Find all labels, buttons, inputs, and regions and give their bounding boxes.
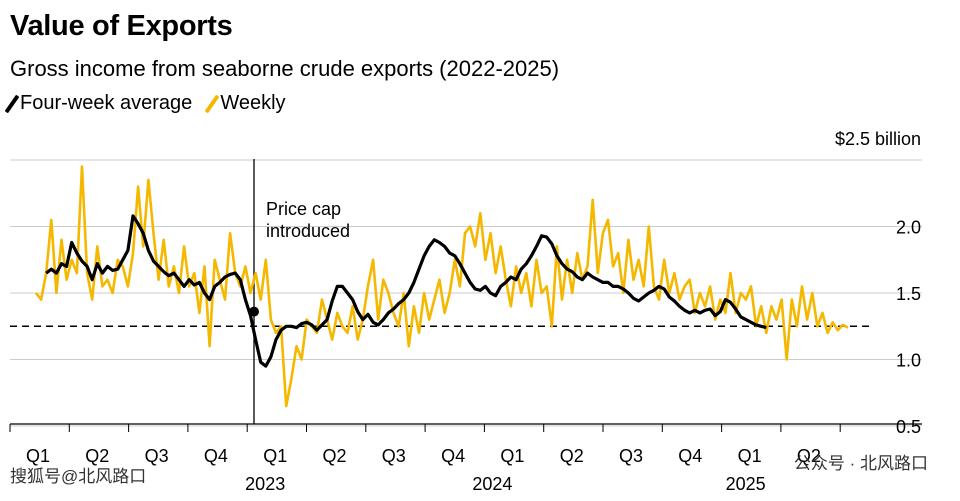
x-tick-label: Q1 <box>263 446 287 466</box>
x-tick-label: Q4 <box>441 446 465 466</box>
legend-item-average: Four-week average <box>4 92 193 115</box>
legend-label-average: Four-week average <box>20 92 193 114</box>
y-tick-label: 2.0 <box>896 218 921 238</box>
watermark-right: 公众号 · 北风路口 <box>794 454 928 473</box>
price-cap-annotation: Price cap introduced <box>266 199 350 241</box>
x-tick-label: Q2 <box>322 446 346 466</box>
legend-item-weekly: Weekly <box>204 92 286 115</box>
legend: Four-week average Weekly <box>4 92 286 115</box>
x-tick-label: Q3 <box>145 446 169 466</box>
x-tick-label: Q1 <box>738 446 762 466</box>
x-tick-label: Q3 <box>382 446 406 466</box>
x-tick-label: Q3 <box>619 446 643 466</box>
legend-label-weekly: Weekly <box>220 92 286 114</box>
x-tick-label: Q1 <box>500 446 524 466</box>
watermark-left: 搜狐号@北风路口 <box>10 467 146 486</box>
chart-subtitle: Gross income from seaborne crude exports… <box>10 56 560 81</box>
x-tick-label: Q2 <box>85 446 109 466</box>
year-label: 2025 <box>726 474 766 494</box>
y-tick-label: 1.0 <box>896 351 921 371</box>
chart-title: Value of Exports <box>10 10 233 42</box>
x-tick-label: Q1 <box>26 446 50 466</box>
x-tick-label: Q2 <box>560 446 584 466</box>
x-tick-label: Q4 <box>678 446 702 466</box>
year-label: 2023 <box>245 474 285 494</box>
year-label: 2024 <box>472 474 512 494</box>
price-cap-marker <box>249 306 259 317</box>
x-tick-label: Q2 <box>797 446 821 466</box>
y-axis-unit-label: $2.5 billion <box>835 129 921 149</box>
x-tick-label: Q4 <box>204 446 228 466</box>
y-tick-label: 1.5 <box>896 284 921 304</box>
four-week-average-line <box>45 214 767 368</box>
y-tick-label: 0.5 <box>896 417 921 437</box>
weekly-series-line <box>34 165 849 408</box>
